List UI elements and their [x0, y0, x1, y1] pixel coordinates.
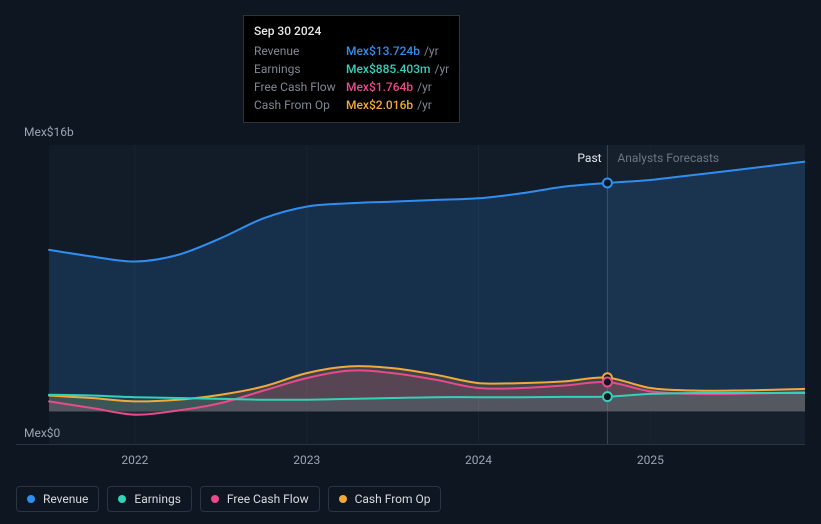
x-axis-tick: 2024: [465, 453, 492, 467]
chart-container: [16, 145, 805, 445]
chart-legend: Revenue Earnings Free Cash Flow Cash From O…: [16, 486, 441, 512]
x-axis-tick: 2025: [637, 453, 664, 467]
y-axis-label-zero: Mex$0: [24, 426, 60, 440]
tooltip-row-label: Cash From Op: [254, 96, 346, 114]
tooltip-row: EarningsMex$885.403m/yr: [254, 60, 449, 78]
legend-item-label: Cash From Op: [355, 492, 431, 506]
legend-dot-icon: [118, 495, 126, 503]
legend-dot-icon: [211, 495, 219, 503]
legend-dot-icon: [339, 495, 347, 503]
tooltip-row-label: Free Cash Flow: [254, 78, 346, 96]
tooltip-row: Free Cash FlowMex$1.764b/yr: [254, 78, 449, 96]
tooltip-row-unit: /yr: [424, 42, 439, 60]
x-axis-tick: 2023: [293, 453, 320, 467]
tooltip-row-unit: /yr: [417, 96, 432, 114]
y-axis-label-max: Mex$16b: [24, 125, 74, 139]
legend-item-cash-from-op[interactable]: Cash From Op: [328, 486, 442, 512]
tooltip-row-value: Mex$1.764b: [346, 78, 413, 96]
tooltip-row-value: Mex$13.724b: [346, 42, 420, 60]
tooltip-row: Cash From OpMex$2.016b/yr: [254, 96, 449, 114]
tooltip-row-label: Revenue: [254, 42, 346, 60]
chart-tooltip: Sep 30 2024 RevenueMex$13.724b/yrEarning…: [243, 15, 460, 123]
tooltip-date: Sep 30 2024: [254, 22, 449, 40]
chart-svg: [16, 145, 805, 445]
legend-item-earnings[interactable]: Earnings: [107, 486, 192, 512]
tooltip-row-value: Mex$2.016b: [346, 96, 413, 114]
legend-item-label: Revenue: [43, 492, 88, 506]
legend-item-label: Earnings: [134, 492, 181, 506]
past-section-label: Past: [577, 151, 601, 165]
legend-item-label: Free Cash Flow: [227, 492, 309, 506]
legend-item-revenue[interactable]: Revenue: [16, 486, 99, 512]
tooltip-row-unit: /yr: [435, 60, 450, 78]
tooltip-row-unit: /yr: [417, 78, 432, 96]
legend-dot-icon: [27, 495, 35, 503]
legend-item-free-cash-flow[interactable]: Free Cash Flow: [200, 486, 320, 512]
tooltip-row-label: Earnings: [254, 60, 346, 78]
tooltip-row-value: Mex$885.403m: [346, 60, 431, 78]
forecast-section-label: Analysts Forecasts: [617, 151, 719, 165]
x-axis-tick: 2022: [121, 453, 148, 467]
tooltip-row: RevenueMex$13.724b/yr: [254, 42, 449, 60]
